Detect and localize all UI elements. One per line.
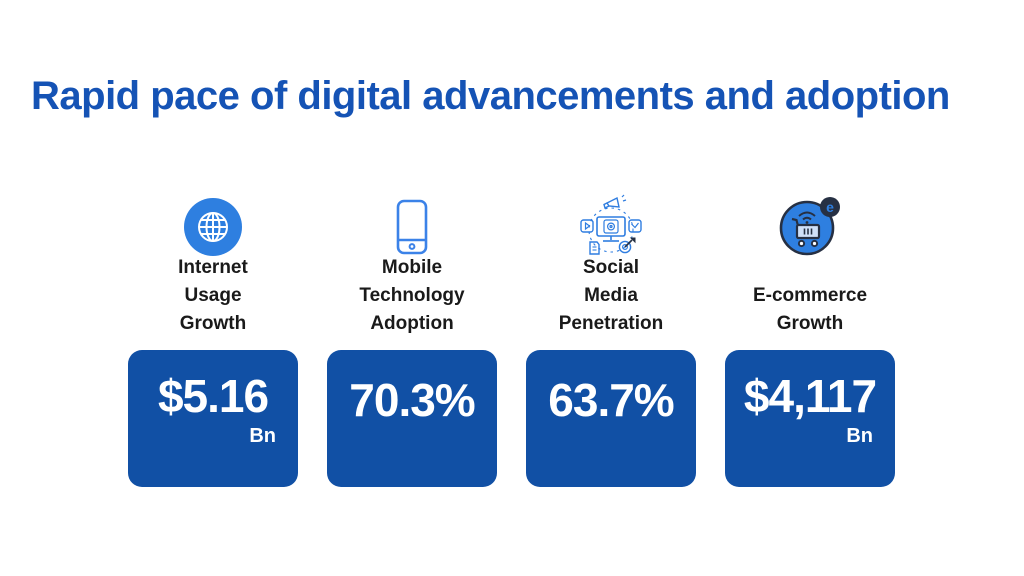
stat-value-card-internet-usage: $5.16 Bn (128, 350, 298, 487)
stat-unit: Bn (846, 425, 873, 447)
stat-value-card-social-media: 63.7% (526, 350, 696, 487)
svg-text:e: e (826, 199, 834, 215)
stat-value: $4,117 (743, 370, 877, 422)
stat-label-ecommerce: E-commerce Growth (752, 285, 868, 334)
stat-column-internet-usage: Internet Usage Growth $5.16 Bn (128, 196, 298, 487)
stats-row: Internet Usage Growth $5.16 Bn (128, 194, 895, 487)
page-title: Rapid pace of digital advancements and a… (31, 74, 950, 118)
stat-column-mobile-technology: Mobile Technology Adoption 70.3% (327, 196, 497, 487)
stat-value-card-mobile-technology: 70.3% (327, 350, 497, 487)
globe-icon (184, 198, 242, 256)
smartphone-icon (395, 199, 429, 255)
stat-label-social-media: Social Media Penetration (558, 257, 664, 334)
stat-unit: Bn (249, 425, 276, 447)
stat-value: $5.16 (157, 370, 269, 422)
digital-marketing-icon (577, 194, 645, 260)
stat-column-social-media: Social Media Penetration 63.7% (526, 194, 696, 487)
stat-value: 70.3% (349, 374, 475, 426)
stat-label-internet-usage: Internet Usage Growth (178, 257, 248, 334)
stat-value: 63.7% (548, 374, 674, 426)
stat-value-card-ecommerce: $4,117 Bn (725, 350, 895, 487)
ecommerce-cart-icon: e (777, 195, 843, 259)
stat-column-ecommerce: e E-commerce Growth $4,117 Bn (725, 196, 895, 487)
stat-label-mobile-technology: Mobile Technology Adoption (359, 257, 465, 334)
